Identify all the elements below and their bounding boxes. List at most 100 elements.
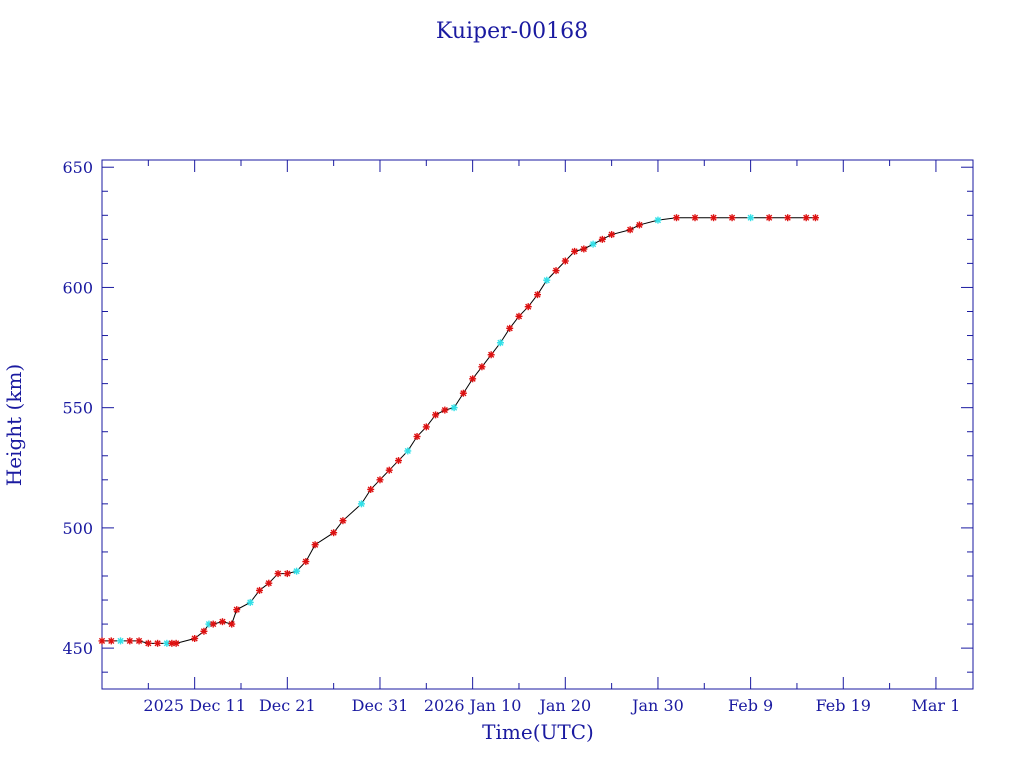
data-point (635, 221, 643, 229)
data-point-stroke (135, 637, 143, 645)
data-point (233, 606, 241, 614)
data-point (293, 567, 301, 575)
y-tick-label: 500 (62, 519, 93, 538)
y-axis-label: Height (km) (2, 364, 26, 486)
x-axis-label: Time(UTC) (482, 720, 594, 744)
data-point (144, 639, 152, 647)
data-point (98, 637, 106, 645)
data-point-stroke (562, 257, 569, 265)
data-point (302, 558, 310, 566)
data-point-stroke (376, 476, 384, 483)
data-point-stroke (284, 570, 291, 577)
data-point (200, 627, 208, 635)
x-tick-label: Dec 21 (259, 696, 316, 715)
data-point-stroke (710, 214, 717, 221)
data-point (469, 375, 477, 383)
data-point (478, 363, 486, 371)
data-point-stroke (654, 217, 662, 224)
data-point (413, 433, 421, 441)
data-point-stroke (506, 325, 513, 332)
data-point-stroke (108, 637, 115, 645)
data-point-stroke (478, 363, 485, 370)
data-point-stroke (580, 245, 587, 253)
data-point-stroke (627, 226, 634, 233)
data-point (811, 214, 819, 222)
x-tick-label: Feb 9 (728, 696, 773, 715)
data-point-stroke (812, 214, 819, 221)
data-point (154, 639, 162, 647)
data-point (784, 214, 792, 222)
data-point-stroke (571, 248, 578, 255)
data-point (534, 291, 541, 299)
data-point-stroke (154, 640, 161, 647)
data-point-stroke (803, 214, 810, 221)
data-point-stroke (339, 517, 347, 524)
data-point-stroke (525, 303, 532, 310)
y-tick-label: 450 (62, 639, 93, 658)
data-point-stroke (191, 635, 198, 642)
data-point (802, 214, 810, 222)
data-point-stroke (636, 221, 643, 229)
data-point (274, 570, 282, 578)
data-point-stroke (330, 529, 337, 536)
data-point (228, 620, 236, 628)
data-point (311, 541, 319, 549)
data-point (561, 257, 569, 265)
x-tick-label: 2026 Jan 10 (424, 696, 522, 715)
data-point (357, 500, 365, 508)
data-point-stroke (451, 404, 458, 411)
data-point (450, 404, 458, 412)
data-point-stroke (534, 291, 541, 298)
data-point (330, 529, 338, 537)
data-point-stroke (747, 214, 754, 221)
y-tick-label: 550 (62, 399, 93, 418)
series-line-group (102, 217, 816, 644)
data-point-stroke (413, 433, 421, 440)
data-point (395, 457, 403, 465)
data-point (135, 637, 143, 645)
plot-frame (101, 159, 974, 690)
data-point (209, 620, 217, 628)
data-point (672, 214, 680, 222)
chart-title: Kuiper-00168 (436, 19, 588, 44)
data-point (191, 635, 199, 643)
y-tick-labels: 450 500 550 600 650 (62, 158, 93, 658)
data-point-stroke (358, 500, 365, 507)
data-point (404, 447, 412, 455)
data-point-stroke (274, 570, 282, 577)
data-point (571, 247, 579, 255)
data-point-stroke (386, 467, 393, 474)
data-point-stroke (247, 599, 254, 606)
x-tick-label: Jan 30 (630, 696, 684, 715)
data-point (126, 637, 134, 645)
data-point (626, 226, 634, 234)
data-point (422, 423, 430, 431)
data-point (385, 466, 393, 474)
data-point-stroke (728, 214, 736, 221)
data-point-stroke (200, 628, 208, 635)
data-point (506, 324, 514, 332)
data-point-stroke (219, 618, 226, 625)
axis-ticks (101, 160, 973, 689)
data-point-stroke (460, 390, 467, 397)
data-point-stroke (441, 406, 448, 414)
data-point-stroke (367, 486, 374, 493)
data-point (654, 216, 662, 224)
data-point (172, 639, 180, 647)
data-point-stroke (395, 457, 402, 464)
data-point (515, 312, 523, 320)
data-point (765, 214, 773, 222)
data-point (580, 245, 588, 253)
data-point-stroke (302, 558, 309, 565)
data-point-stroke (265, 580, 272, 587)
data-point (107, 637, 115, 645)
data-point (487, 351, 495, 359)
x-tick-label: Dec 31 (352, 696, 409, 715)
data-point (691, 214, 699, 222)
data-point-stroke (312, 541, 319, 548)
data-point (728, 214, 736, 222)
data-point-stroke (766, 214, 773, 221)
data-point (256, 586, 264, 594)
x-tick-label: 2025 Dec 11 (143, 696, 246, 715)
data-point (376, 476, 384, 484)
